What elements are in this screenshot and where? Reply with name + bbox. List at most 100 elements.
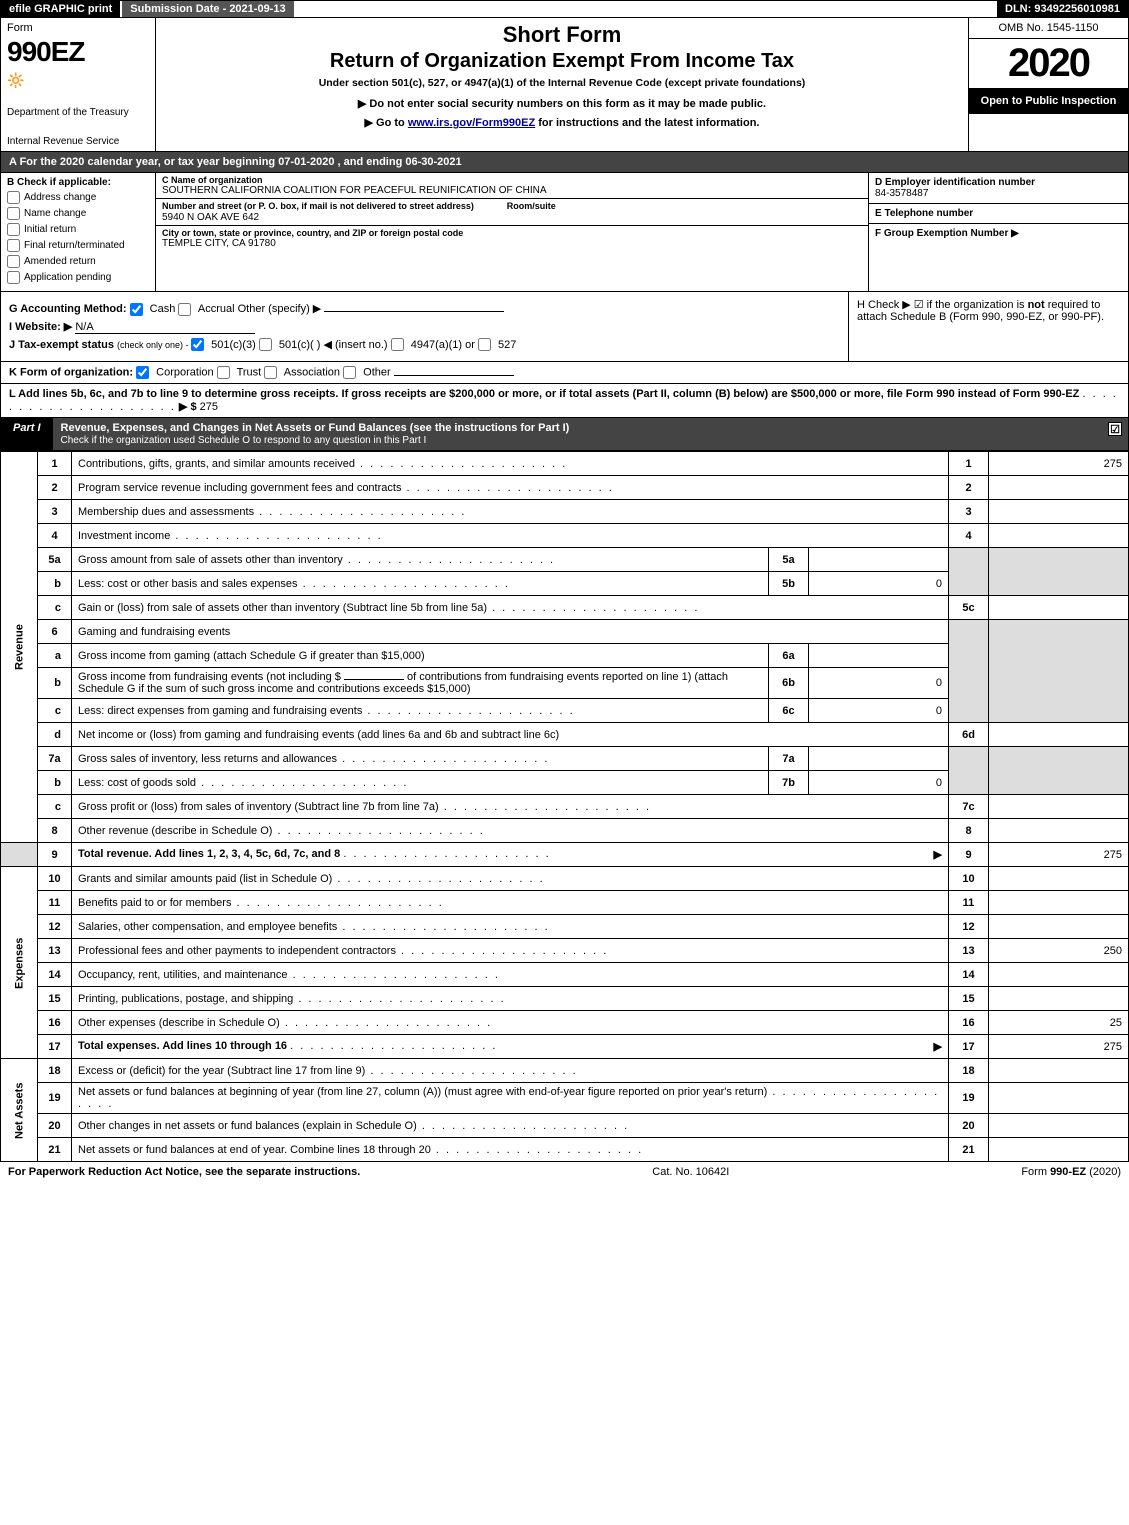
table-row: 5a Gross amount from sale of assets othe… — [1, 548, 1129, 572]
table-row: 8 Other revenue (describe in Schedule O)… — [1, 819, 1129, 843]
line-val: 275 — [989, 843, 1129, 867]
check-final-return[interactable]: Final return/terminated — [7, 239, 149, 252]
line-desc: Less: direct expenses from gaming and fu… — [72, 699, 769, 723]
6b-blank[interactable] — [344, 679, 404, 680]
line-val: 275 — [989, 452, 1129, 476]
grey-cell — [949, 747, 989, 795]
other-method-input[interactable] — [324, 311, 504, 312]
form-word: Form — [7, 22, 149, 34]
l17-desc: Total expenses. Add lines 10 through 16 — [78, 1040, 287, 1052]
line-num: 18 — [38, 1059, 72, 1083]
mid-val — [809, 548, 949, 572]
checkbox-cash[interactable] — [130, 303, 143, 316]
line-rnum: 17 — [949, 1035, 989, 1059]
checkbox-address-change[interactable] — [7, 191, 20, 204]
check-name-change[interactable]: Name change — [7, 207, 149, 220]
efile-print-label[interactable]: efile GRAPHIC print — [1, 1, 120, 17]
table-row: 21 Net assets or fund balances at end of… — [1, 1138, 1129, 1162]
other-org-input[interactable] — [394, 375, 514, 376]
checkbox-accrual[interactable] — [178, 303, 191, 316]
line-num: 15 — [38, 987, 72, 1011]
goto-prefix: ▶ Go to — [365, 117, 408, 129]
checkbox-association[interactable] — [264, 366, 277, 379]
assoc-label: Association — [284, 367, 340, 379]
line-num: c — [38, 596, 72, 620]
phone-row: E Telephone number — [869, 204, 1128, 224]
line-desc: Printing, publications, postage, and shi… — [72, 987, 949, 1011]
k-label: K Form of organization: — [9, 367, 133, 379]
table-row: 14 Occupancy, rent, utilities, and maint… — [1, 963, 1129, 987]
line-rnum: 18 — [949, 1059, 989, 1083]
checkbox-501c3[interactable] — [191, 338, 204, 351]
line-num: 3 — [38, 500, 72, 524]
checkbox-501c[interactable] — [259, 338, 272, 351]
checkbox-name-change[interactable] — [7, 207, 20, 220]
website-value: N/A — [75, 321, 255, 334]
table-row: 17 Total expenses. Add lines 10 through … — [1, 1035, 1129, 1059]
section-b-right: D Employer identification number 84-3578… — [868, 173, 1128, 291]
table-row: 16 Other expenses (describe in Schedule … — [1, 1011, 1129, 1035]
irs-link[interactable]: www.irs.gov/Form990EZ — [408, 117, 535, 129]
checkbox-527[interactable] — [478, 338, 491, 351]
section-b-title: B Check if applicable: — [7, 177, 149, 188]
line-val — [989, 963, 1129, 987]
6b-d1: Gross income from fundraising events (no… — [78, 671, 341, 683]
street-value: 5940 N OAK AVE 642 — [162, 212, 862, 223]
line-val — [989, 723, 1129, 747]
checkbox-other-org[interactable] — [343, 366, 356, 379]
line-rnum: 1 — [949, 452, 989, 476]
line-num: b — [38, 572, 72, 596]
line-val — [989, 1138, 1129, 1162]
line-num: 19 — [38, 1083, 72, 1114]
check-label-5: Application pending — [24, 272, 111, 283]
line-num: 12 — [38, 915, 72, 939]
footer-right-form: 990-EZ — [1050, 1166, 1086, 1178]
check-application-pending[interactable]: Application pending — [7, 271, 149, 284]
line-num: 1 — [38, 452, 72, 476]
department-label: Department of the Treasury — [7, 107, 149, 118]
check-amended-return[interactable]: Amended return — [7, 255, 149, 268]
mid-num: 6b — [769, 668, 809, 699]
part-1-check[interactable]: ☑ — [1108, 422, 1122, 436]
checkbox-4947[interactable] — [391, 338, 404, 351]
line-val: 25 — [989, 1011, 1129, 1035]
d-label: D Employer identification number — [875, 177, 1122, 188]
part-1-title: Revenue, Expenses, and Changes in Net As… — [53, 418, 1128, 450]
footer-center: Cat. No. 10642I — [652, 1166, 729, 1178]
mid-num: 7b — [769, 771, 809, 795]
j-sub: (check only one) - — [117, 340, 191, 350]
section-b-center: C Name of organization SOUTHERN CALIFORN… — [156, 173, 868, 291]
l-amount: 275 — [200, 401, 218, 413]
line-desc: Gross amount from sale of assets other t… — [72, 548, 769, 572]
section-b: B Check if applicable: Address change Na… — [0, 173, 1129, 292]
line-val — [989, 915, 1129, 939]
line-desc: Membership dues and assessments — [72, 500, 949, 524]
line-desc: Gain or (loss) from sale of assets other… — [72, 596, 949, 620]
line-val — [989, 524, 1129, 548]
line-desc: Benefits paid to or for members — [72, 891, 949, 915]
ein-value: 84-3578487 — [875, 188, 1122, 199]
topbar-spacer — [294, 1, 997, 17]
form-number: 990EZ — [7, 36, 149, 68]
checkbox-application-pending[interactable] — [7, 271, 20, 284]
check-initial-return[interactable]: Initial return — [7, 223, 149, 236]
checkbox-final-return[interactable] — [7, 239, 20, 252]
checkbox-initial-return[interactable] — [7, 223, 20, 236]
table-row: d Net income or (loss) from gaming and f… — [1, 723, 1129, 747]
line-num: 16 — [38, 1011, 72, 1035]
line-num: 2 — [38, 476, 72, 500]
part-1-header: Part I Revenue, Expenses, and Changes in… — [0, 418, 1129, 451]
line-desc: Other changes in net assets or fund bala… — [72, 1114, 949, 1138]
line-rnum: 8 — [949, 819, 989, 843]
checkbox-trust[interactable] — [217, 366, 230, 379]
check-label-0: Address change — [24, 192, 96, 203]
l9-arrow: ▶ — [934, 848, 942, 861]
checkbox-corporation[interactable] — [136, 366, 149, 379]
mid-val — [809, 644, 949, 668]
line-num: c — [38, 699, 72, 723]
check-address-change[interactable]: Address change — [7, 191, 149, 204]
mid-val: 0 — [809, 699, 949, 723]
line-num: 8 — [38, 819, 72, 843]
revenue-sidebar: Revenue — [1, 452, 38, 843]
checkbox-amended-return[interactable] — [7, 255, 20, 268]
